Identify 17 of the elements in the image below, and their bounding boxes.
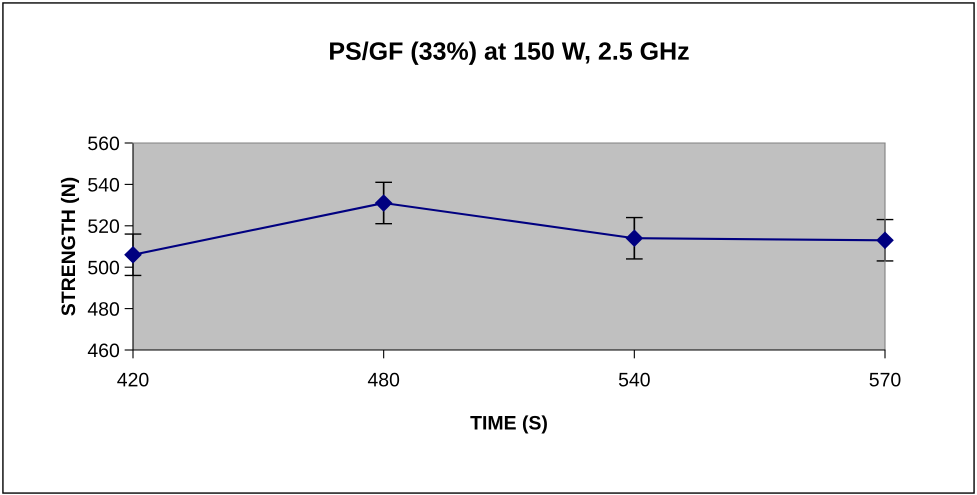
y-tick-label: 480 bbox=[88, 302, 120, 316]
point bbox=[626, 230, 643, 247]
x-axis-title: TIME (S) bbox=[470, 415, 547, 434]
x-tick-label: 570 bbox=[870, 372, 900, 387]
point bbox=[375, 194, 392, 212]
chart-title: PS/GF (33%) at 150 W, 2.5 GHz bbox=[330, 42, 689, 65]
x-tick-label: 540 bbox=[618, 372, 650, 387]
y-axis-title: STRENGTH (N) bbox=[60, 178, 80, 316]
y-tick-label: 460 bbox=[88, 343, 120, 358]
y-tick-label: 540 bbox=[88, 178, 120, 192]
point bbox=[876, 232, 894, 249]
y-tick-label: 520 bbox=[88, 219, 120, 234]
x-tick-label: 480 bbox=[368, 372, 400, 387]
point bbox=[124, 246, 142, 264]
y-tick-label: 560 bbox=[88, 136, 120, 150]
y-tick-label: 500 bbox=[88, 260, 120, 274]
x-tick-label: 420 bbox=[117, 372, 148, 387]
